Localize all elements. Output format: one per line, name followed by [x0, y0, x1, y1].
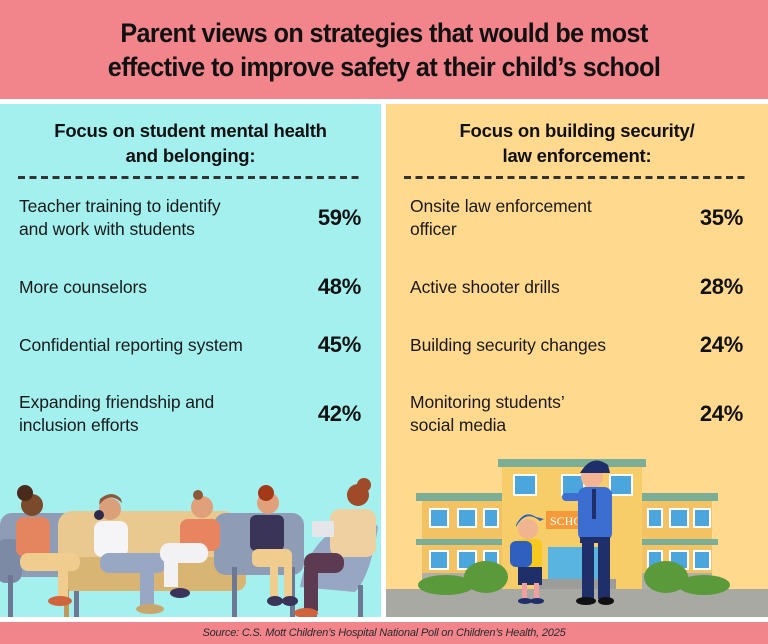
school-officer-illustration: SCHOOL — [386, 459, 768, 617]
stat-label: Confidential reporting system — [19, 334, 243, 355]
group-counseling-illustration — [0, 478, 378, 617]
stat-row: Teacher training to identify and work wi… — [19, 192, 361, 244]
stat-value: 35% — [699, 205, 743, 230]
source-footer: Source: C.S. Mott Children’s Hospital Na… — [0, 622, 768, 644]
stat-row: Monitoring students’ social media 24% — [410, 388, 743, 440]
stat-row: Onsite law enforcement officer 35% — [410, 192, 743, 244]
stat-label: Building security changes — [410, 334, 606, 355]
panel-title-mental-health: Focus on student mental health and belon… — [54, 120, 327, 166]
dashed-divider — [404, 176, 746, 179]
mental-health-panel: Focus on student mental health and belon… — [0, 104, 381, 617]
stat-label: Active shooter drills — [410, 276, 560, 297]
stat-value: 59% — [317, 205, 361, 230]
stat-row: Expanding friendship and inclusion effor… — [19, 388, 361, 440]
dashed-divider — [18, 176, 359, 179]
stat-value: 48% — [317, 274, 361, 299]
stat-row: Building security changes 24% — [410, 332, 743, 358]
page-title: Parent views on strategies that would be… — [107, 17, 661, 82]
stat-label: Onsite law enforcement officer — [410, 196, 592, 239]
stat-value: 45% — [317, 332, 361, 357]
source-citation: Source: C.S. Mott Children’s Hospital Na… — [202, 627, 566, 639]
stat-row: Confidential reporting system 45% — [19, 332, 361, 358]
header-banner: Parent views on strategies that would be… — [0, 0, 768, 99]
stat-value: 24% — [699, 401, 743, 426]
stat-row: More counselors 48% — [19, 274, 361, 300]
security-panel: Focus on building security/ law enforcem… — [386, 104, 768, 617]
stat-value: 24% — [699, 332, 743, 357]
stat-row: Active shooter drills 28% — [410, 274, 743, 300]
stat-label: More counselors — [19, 276, 147, 297]
stat-label: Expanding friendship and inclusion effor… — [19, 392, 215, 435]
stat-value: 28% — [699, 274, 743, 299]
stat-value: 42% — [317, 401, 361, 426]
stat-label: Monitoring students’ social media — [410, 392, 565, 435]
stat-label: Teacher training to identify and work wi… — [19, 196, 221, 239]
panel-title-security: Focus on building security/ law enforcem… — [459, 120, 695, 166]
